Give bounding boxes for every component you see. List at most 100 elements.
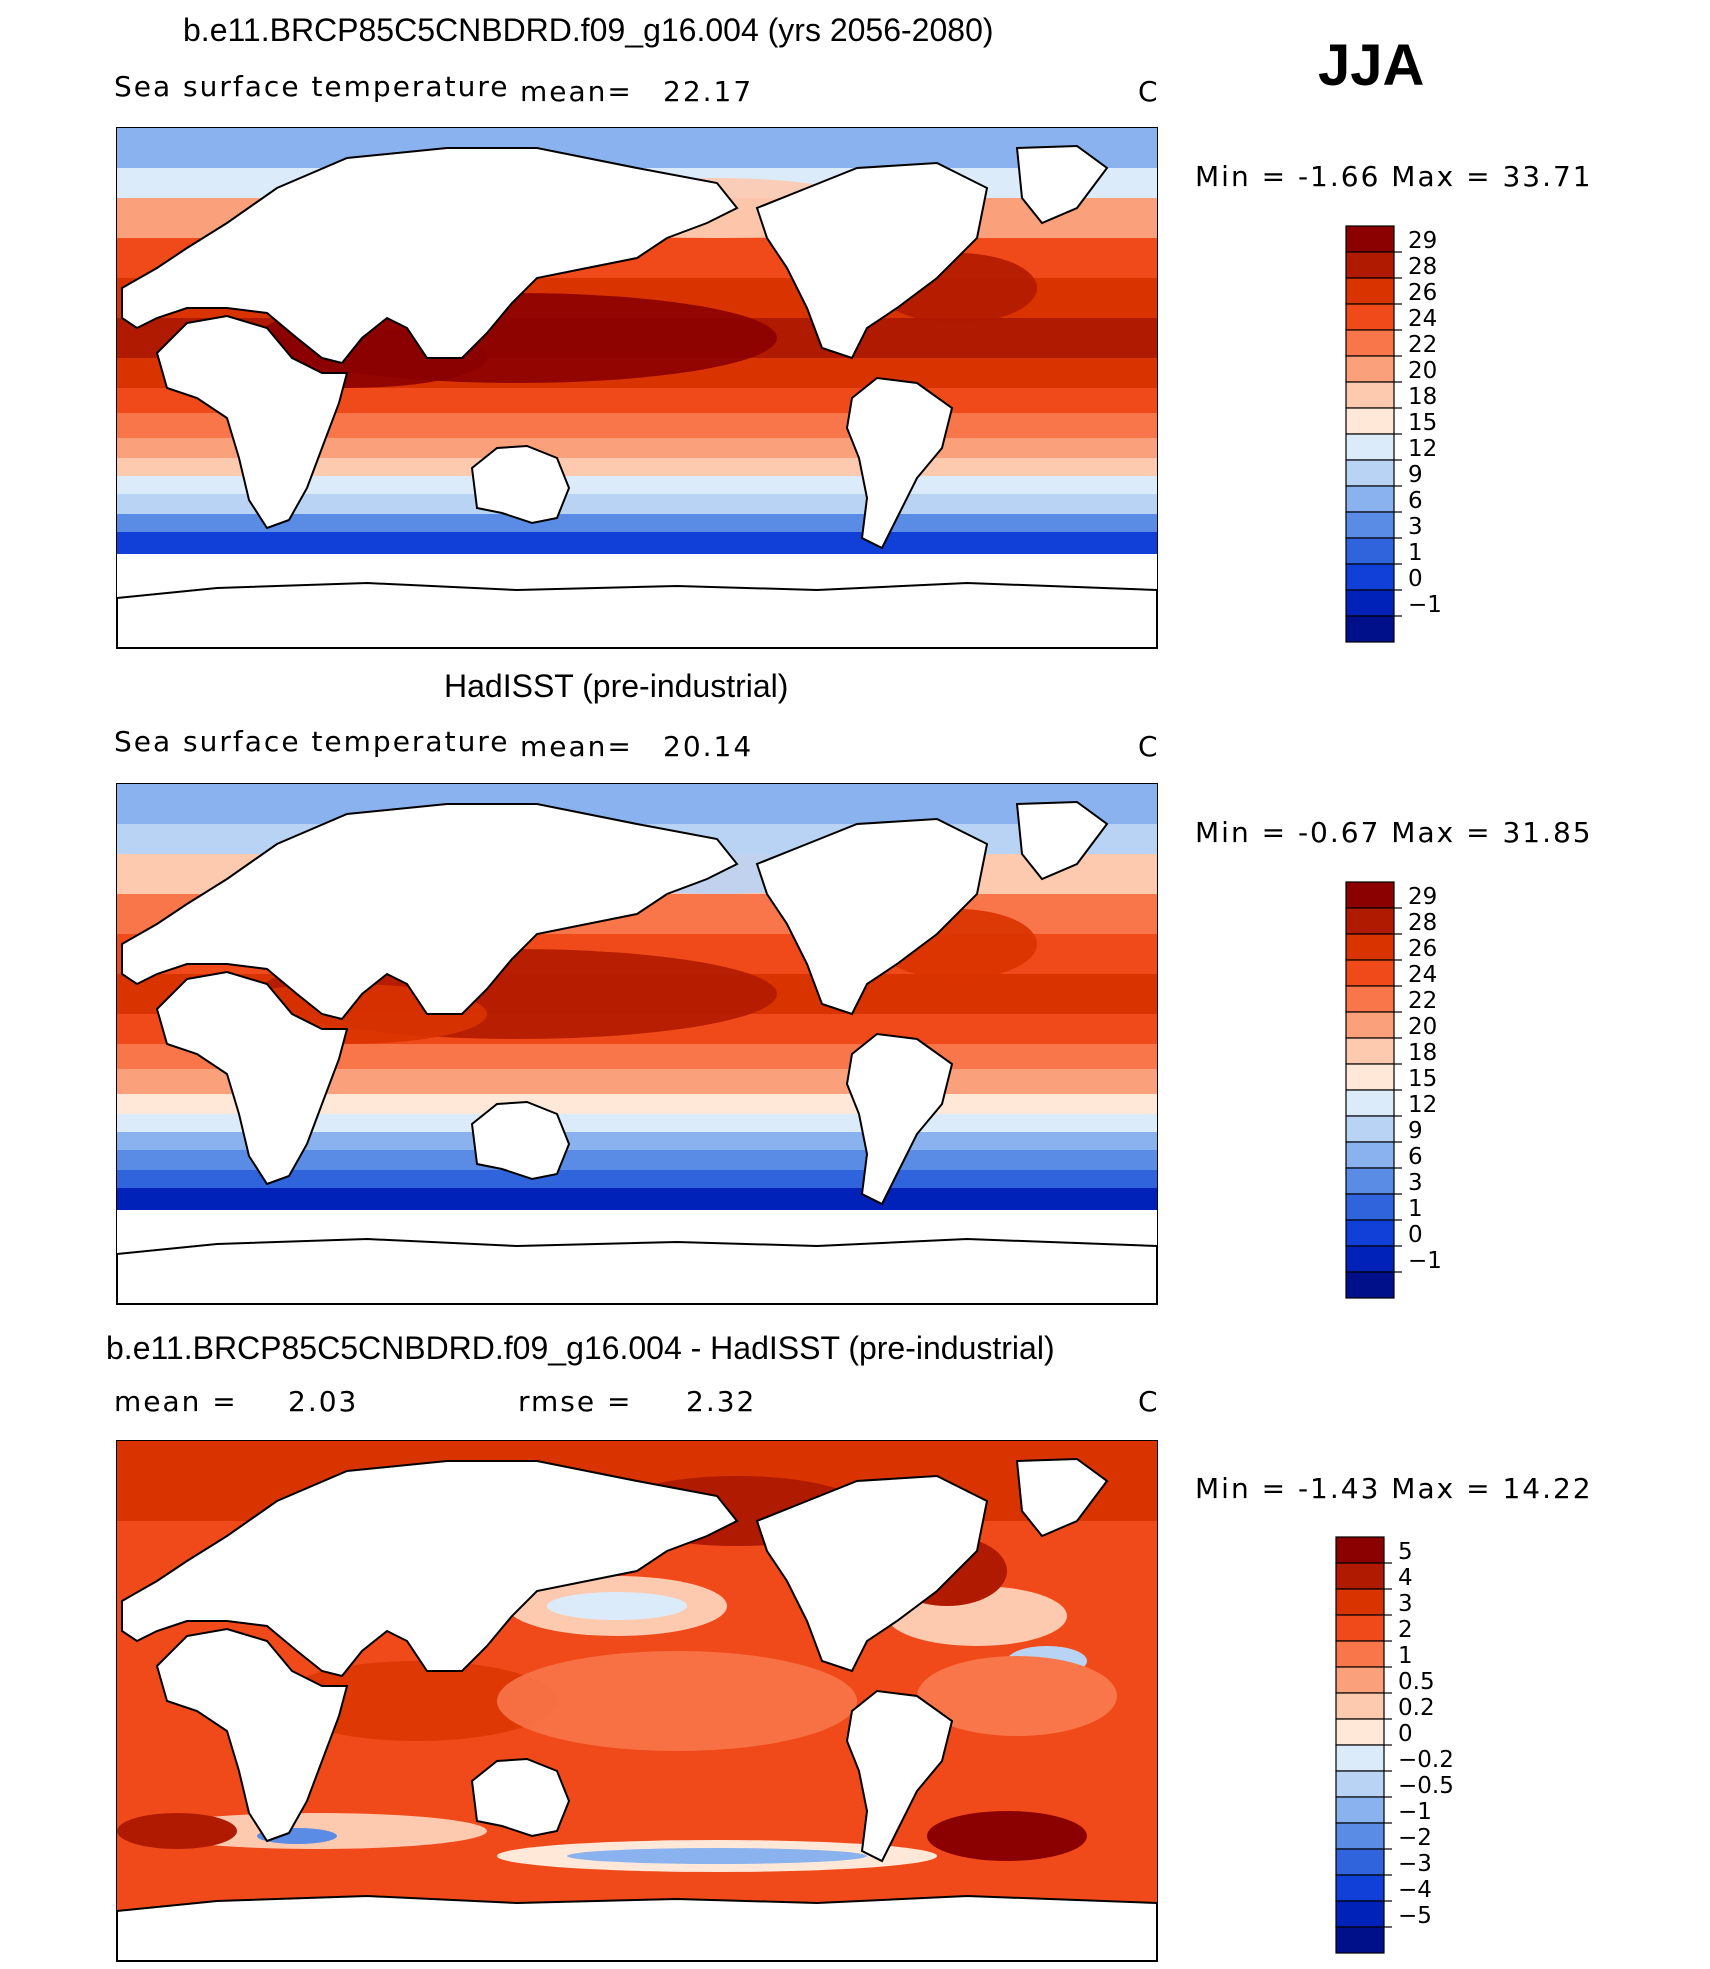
- colorbar-swatch: [1335, 1718, 1385, 1746]
- colorbar-tick-label: 12: [1408, 436, 1437, 462]
- colorbar: 29 28 26 24 22 20 18 15 12 9 6 3 1 0 −1: [1345, 881, 1506, 1302]
- colorbar-tick-label: 4: [1398, 1565, 1413, 1591]
- colorbar-tick-label: 26: [1408, 936, 1437, 962]
- colorbar-swatch: [1345, 511, 1395, 539]
- colorbar-swatch: [1345, 1115, 1395, 1143]
- sst-difference-map: [116, 1440, 1158, 1962]
- colorbar-swatch: [1345, 933, 1395, 961]
- colorbar-tick-label: 29: [1408, 228, 1437, 254]
- sst-map: [116, 783, 1158, 1305]
- colorbar-tick-label: 15: [1408, 1066, 1437, 1092]
- colorbar-swatch: [1345, 1089, 1395, 1117]
- colorbar-swatch: [1335, 1666, 1385, 1694]
- colorbar-swatch: [1345, 355, 1395, 383]
- colorbar-tick-label: 6: [1408, 488, 1423, 514]
- coastlines: [117, 1457, 1157, 1961]
- colorbar-swatch: [1335, 1770, 1385, 1798]
- colorbar-swatch: [1345, 1193, 1395, 1221]
- colorbar-swatch: [1335, 1874, 1385, 1902]
- colorbar-tick-label: 22: [1408, 332, 1437, 358]
- colorbar-tick-label: 26: [1408, 280, 1437, 306]
- colorbar-swatch: [1345, 485, 1395, 513]
- colorbar-tick-label: 9: [1408, 462, 1423, 488]
- colorbar-tick-label: 12: [1408, 1092, 1437, 1118]
- colorbar-swatch: [1345, 1167, 1395, 1195]
- season-label: JJA: [1318, 33, 1425, 98]
- mean-value: 22.17: [663, 75, 754, 108]
- colorbar-tick-label: 1: [1408, 540, 1423, 566]
- colorbar-swatch: [1345, 433, 1395, 461]
- colorbar-swatch: [1345, 615, 1395, 643]
- colorbar-swatch: [1345, 225, 1395, 253]
- colorbar-tick-label: 0.5: [1398, 1669, 1435, 1695]
- colorbar-swatch: [1345, 589, 1395, 617]
- min-max-readout: Min = -0.67 Max = 31.85: [1195, 816, 1593, 849]
- colorbar-tick-label: 28: [1408, 910, 1437, 936]
- colorbar-tick-label: −1: [1408, 592, 1442, 618]
- colorbar-tick-label: 24: [1408, 306, 1437, 332]
- units-label: C: [1138, 1385, 1160, 1418]
- colorbar-swatch: [1335, 1536, 1385, 1564]
- colorbar-swatch: [1345, 381, 1395, 409]
- colorbar-swatch: [1345, 1063, 1395, 1091]
- colorbar-tick-label: 0: [1398, 1721, 1413, 1747]
- colorbar: 29 28 26 24 22 20 18 15 12 9 6 3 1 0 −1: [1345, 225, 1506, 646]
- colorbar-swatch: [1335, 1588, 1385, 1616]
- colorbar-swatch: [1335, 1900, 1385, 1928]
- colorbar-tick-label: 3: [1408, 514, 1423, 540]
- colorbar-tick-label: 1: [1408, 1196, 1423, 1222]
- colorbar-swatch: [1335, 1822, 1385, 1850]
- colorbar-swatch: [1335, 1848, 1385, 1876]
- colorbar-swatch: [1335, 1692, 1385, 1720]
- colorbar-swatch: [1335, 1614, 1385, 1642]
- mean-label: mean=: [520, 75, 633, 108]
- colorbar-tick-label: −4: [1398, 1877, 1432, 1903]
- colorbar-swatch: [1345, 563, 1395, 591]
- colorbar-tick-label: −1: [1398, 1799, 1432, 1825]
- colorbar-tick-label: 29: [1408, 884, 1437, 910]
- colorbar-swatch: [1345, 303, 1395, 331]
- rmse-label: rmse =: [518, 1385, 633, 1418]
- min-max-readout: Min = -1.66 Max = 33.71: [1195, 160, 1593, 193]
- panel-title: HadISST (pre-industrial): [444, 668, 789, 704]
- colorbar-tick-label: 3: [1398, 1591, 1413, 1617]
- colorbar-tick-label: 5: [1398, 1539, 1413, 1565]
- colorbar-swatch: [1345, 1141, 1395, 1169]
- sst-map: [116, 127, 1158, 649]
- units-label: C: [1138, 730, 1160, 763]
- colorbar-tick-label: 3: [1408, 1170, 1423, 1196]
- colorbar-tick-label: 0: [1408, 566, 1423, 592]
- colorbar-swatch: [1345, 985, 1395, 1013]
- colorbar-swatch: [1345, 1271, 1395, 1299]
- colorbar-swatch: [1335, 1926, 1385, 1954]
- colorbar-tick-label: 24: [1408, 962, 1437, 988]
- colorbar-swatch: [1345, 1011, 1395, 1039]
- coastlines: [117, 144, 1157, 648]
- mean-value: 2.03: [288, 1385, 359, 1418]
- colorbar: 5 4 3 2 1 0.5 0.2 0 −0.2 −0.5 −1 −2 −3 −4 −5: [1335, 1536, 1506, 1957]
- colorbar-tick-label: −0.2: [1398, 1747, 1454, 1773]
- colorbar-tick-label: 20: [1408, 358, 1437, 384]
- panel-title: b.e11.BRCP85C5CNBDRD.f09_g16.004 (yrs 20…: [183, 12, 994, 48]
- colorbar-swatch: [1345, 959, 1395, 987]
- colorbar-swatch: [1345, 329, 1395, 357]
- colorbar-swatch: [1345, 459, 1395, 487]
- colorbar-swatch: [1335, 1562, 1385, 1590]
- colorbar-swatch: [1345, 407, 1395, 435]
- colorbar-tick-label: 0.2: [1398, 1695, 1435, 1721]
- min-max-readout: Min = -1.43 Max = 14.22: [1195, 1472, 1593, 1505]
- colorbar-swatch: [1345, 907, 1395, 935]
- colorbar-tick-label: 0: [1408, 1222, 1423, 1248]
- coastlines: [117, 800, 1157, 1304]
- colorbar-tick-label: 28: [1408, 254, 1437, 280]
- mean-value: 20.14: [663, 730, 754, 763]
- panel-title: b.e11.BRCP85C5CNBDRD.f09_g16.004 - HadIS…: [106, 1330, 1055, 1366]
- units-label: C: [1138, 75, 1160, 108]
- colorbar-tick-label: 22: [1408, 988, 1437, 1014]
- colorbar-tick-label: 15: [1408, 410, 1437, 436]
- colorbar-tick-label: 20: [1408, 1014, 1437, 1040]
- colorbar-tick-label: −1: [1408, 1248, 1442, 1274]
- colorbar-tick-label: 18: [1408, 1040, 1437, 1066]
- colorbar-tick-label: 18: [1408, 384, 1437, 410]
- colorbar-swatch: [1335, 1796, 1385, 1824]
